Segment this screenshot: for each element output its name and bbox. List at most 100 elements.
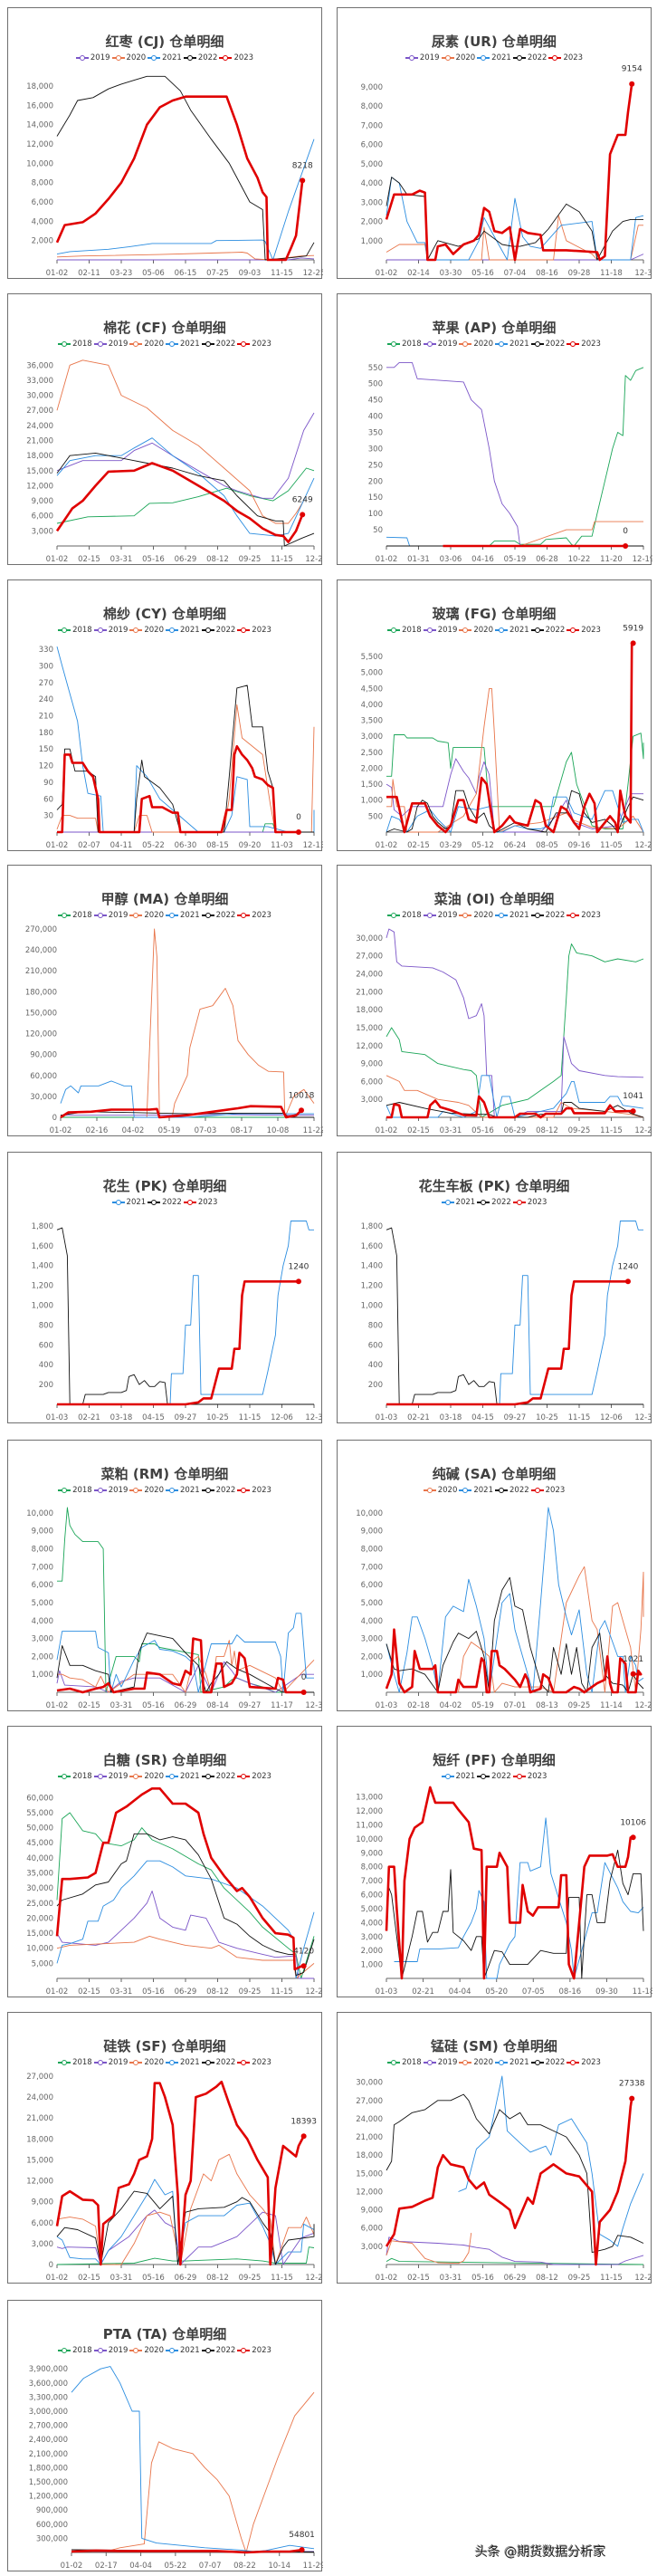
legend-item-2023[interactable]: 2023 [237, 1772, 271, 1781]
legend-item-2023[interactable]: 2023 [512, 1772, 547, 1781]
legend-item-2021[interactable]: 2021 [166, 2346, 200, 2355]
legend-marker-icon [201, 912, 214, 918]
legend-item-2021[interactable]: 2021 [166, 340, 200, 349]
legend-item-2023[interactable]: 2023 [237, 2346, 271, 2355]
legend-item-2023[interactable]: 2023 [183, 1198, 217, 1207]
legend-item-2022[interactable]: 2022 [201, 911, 235, 920]
legend-item-2023[interactable]: 2023 [237, 911, 271, 920]
legend-item-2019[interactable]: 2019 [93, 340, 128, 349]
legend-item-2023[interactable]: 2023 [219, 53, 253, 62]
legend-item-2022[interactable]: 2022 [201, 2058, 235, 2067]
legend-item-2022[interactable]: 2022 [201, 2346, 235, 2355]
legend-item-2022[interactable]: 2022 [530, 2058, 565, 2067]
legend-item-2023[interactable]: 2023 [567, 626, 601, 635]
legend-item-2023[interactable]: 2023 [237, 2058, 271, 2067]
legend-item-2023[interactable]: 2023 [237, 1486, 271, 1495]
legend-item-2019[interactable]: 2019 [93, 1486, 128, 1495]
legend-item-2022[interactable]: 2022 [201, 626, 235, 635]
legend-item-2021[interactable]: 2021 [459, 1486, 493, 1495]
legend-item-2020[interactable]: 2020 [129, 1772, 164, 1781]
legend-item-2022[interactable]: 2022 [530, 626, 565, 635]
legend-item-2019[interactable]: 2019 [93, 626, 128, 635]
legend-item-2020[interactable]: 2020 [129, 2346, 164, 2355]
legend-item-2019[interactable]: 2019 [93, 2058, 128, 2067]
legend-item-2023[interactable]: 2023 [530, 1486, 565, 1495]
legend-item-2022[interactable]: 2022 [530, 911, 565, 920]
legend-item-2023[interactable]: 2023 [567, 911, 601, 920]
legend-item-2023[interactable]: 2023 [567, 340, 601, 349]
legend-item-2021[interactable]: 2021 [166, 2058, 200, 2067]
legend-label: 2020 [473, 911, 493, 920]
legend-item-2020[interactable]: 2020 [129, 911, 164, 920]
legend-item-2021[interactable]: 2021 [148, 53, 182, 62]
legend-item-2022[interactable]: 2022 [201, 1772, 235, 1781]
legend-item-2021[interactable]: 2021 [495, 2058, 529, 2067]
svg-text:4,000: 4,000 [361, 179, 383, 188]
legend-item-2018[interactable]: 2018 [387, 911, 422, 920]
legend-item-2021[interactable]: 2021 [441, 1198, 475, 1207]
legend-item-2020[interactable]: 2020 [111, 53, 146, 62]
legend-item-2019[interactable]: 2019 [93, 911, 128, 920]
legend-item-2023[interactable]: 2023 [512, 1198, 547, 1207]
svg-text:11,000: 11,000 [356, 1822, 383, 1831]
legend-item-2020[interactable]: 2020 [129, 1486, 164, 1495]
legend-item-2020[interactable]: 2020 [129, 2058, 164, 2067]
legend-item-2022[interactable]: 2022 [148, 1198, 182, 1207]
legend-item-2021[interactable]: 2021 [166, 626, 200, 635]
legend-item-2021[interactable]: 2021 [166, 1772, 200, 1781]
svg-text:3,000: 3,000 [32, 2240, 53, 2249]
legend-item-2019[interactable]: 2019 [423, 626, 457, 635]
legend-item-2018[interactable]: 2018 [387, 2058, 422, 2067]
legend-item-2020[interactable]: 2020 [441, 53, 475, 62]
legend-item-2019[interactable]: 2019 [423, 2058, 457, 2067]
legend-item-2018[interactable]: 2018 [58, 1772, 92, 1781]
svg-text:09-16: 09-16 [568, 841, 591, 850]
legend-item-2020[interactable]: 2020 [459, 340, 493, 349]
legend-item-2020[interactable]: 2020 [459, 2058, 493, 2067]
legend-item-2019[interactable]: 2019 [423, 340, 457, 349]
legend-item-2018[interactable]: 2018 [58, 626, 92, 635]
legend-item-2018[interactable]: 2018 [58, 2346, 92, 2355]
legend-item-2022[interactable]: 2022 [477, 1198, 511, 1207]
legend-item-2023[interactable]: 2023 [548, 53, 583, 62]
legend-item-2021[interactable]: 2021 [166, 1486, 200, 1495]
legend-item-2022[interactable]: 2022 [530, 340, 565, 349]
svg-text:2,000: 2,000 [361, 218, 383, 227]
legend-item-2019[interactable]: 2019 [405, 53, 440, 62]
legend-item-2021[interactable]: 2021 [441, 1772, 475, 1781]
legend-item-2021[interactable]: 2021 [111, 1198, 146, 1207]
legend-item-2021[interactable]: 2021 [166, 911, 200, 920]
legend-item-2018[interactable]: 2018 [58, 911, 92, 920]
legend-item-2023[interactable]: 2023 [237, 340, 271, 349]
legend-item-2023[interactable]: 2023 [567, 2058, 601, 2067]
legend-item-2020[interactable]: 2020 [129, 340, 164, 349]
legend-item-2020[interactable]: 2020 [459, 911, 493, 920]
legend-item-2020[interactable]: 2020 [459, 626, 493, 635]
legend-item-2021[interactable]: 2021 [495, 340, 529, 349]
legend-item-2023[interactable]: 2023 [237, 626, 271, 635]
legend-item-2020[interactable]: 2020 [129, 626, 164, 635]
legend-item-2022[interactable]: 2022 [495, 1486, 529, 1495]
legend-marker-icon [93, 340, 107, 347]
legend-item-2022[interactable]: 2022 [201, 340, 235, 349]
legend-item-2022[interactable]: 2022 [201, 1486, 235, 1495]
legend-item-2019[interactable]: 2019 [93, 2346, 128, 2355]
legend-item-2018[interactable]: 2018 [387, 626, 422, 635]
legend-item-2018[interactable]: 2018 [58, 2058, 92, 2067]
legend-item-2020[interactable]: 2020 [423, 1486, 457, 1495]
legend-item-2022[interactable]: 2022 [477, 1772, 511, 1781]
svg-text:1021: 1021 [623, 1655, 643, 1664]
legend-item-2018[interactable]: 2018 [58, 1486, 92, 1495]
legend-item-2021[interactable]: 2021 [495, 626, 529, 635]
legend-item-2019[interactable]: 2019 [75, 53, 110, 62]
svg-text:09-20: 09-20 [239, 841, 262, 850]
legend-item-2018[interactable]: 2018 [387, 340, 422, 349]
legend-item-2019[interactable]: 2019 [93, 1772, 128, 1781]
legend-item-2019[interactable]: 2019 [423, 911, 457, 920]
svg-text:18,000: 18,000 [356, 1006, 383, 1015]
legend-item-2021[interactable]: 2021 [495, 911, 529, 920]
legend-item-2021[interactable]: 2021 [477, 53, 511, 62]
legend-item-2018[interactable]: 2018 [58, 340, 92, 349]
legend-item-2022[interactable]: 2022 [512, 53, 547, 62]
legend-item-2022[interactable]: 2022 [183, 53, 217, 62]
